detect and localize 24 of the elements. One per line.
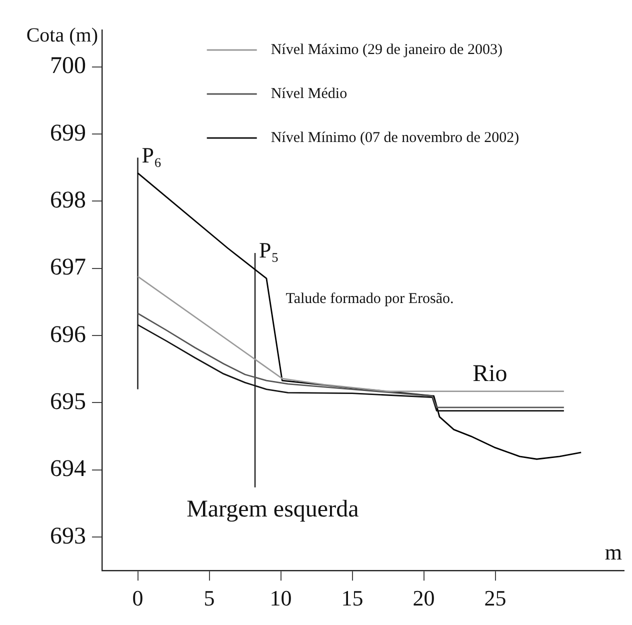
y-tick-label: 694 (50, 456, 86, 482)
y-tick-label: 696 (50, 322, 86, 348)
x-tick-label: 0 (132, 586, 144, 611)
x-axis-title: m (604, 539, 622, 564)
x-tick-label: 25 (484, 586, 506, 611)
annotation: Margem esquerda (186, 496, 360, 522)
y-tick-label: 699 (50, 120, 86, 146)
y-tick-label: 693 (50, 523, 86, 550)
x-tick-label: 10 (270, 586, 292, 611)
y-axis-title: Cota (m) (26, 24, 98, 46)
y-tick-label: 700 (50, 53, 86, 80)
x-tick-label: 5 (204, 586, 215, 611)
legend-label: Nível Mínimo (07 de novembro de 2002) (270, 130, 520, 146)
x-tick-label: 20 (412, 586, 435, 611)
y-tick-label: 698 (50, 188, 86, 214)
annotation: Talude formado por Erosão. (286, 291, 454, 308)
annotation: Rio (472, 361, 508, 388)
x-tick-label: 15 (341, 586, 364, 611)
y-tick-label: 697 (50, 254, 86, 281)
annotation: P₆ (142, 142, 162, 168)
legend-label: Nível Médio (270, 86, 348, 102)
annotation: P₅ (259, 237, 279, 262)
y-tick-label: 695 (50, 389, 86, 416)
legend-label: Nível Máximo (29 de janeiro de 2003) (270, 42, 502, 58)
